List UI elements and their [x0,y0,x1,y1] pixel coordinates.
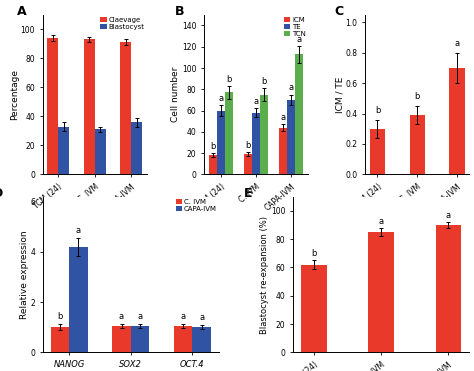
Bar [368,232,394,352]
Text: a: a [181,312,186,321]
Bar [209,155,217,174]
Text: a: a [379,217,383,226]
Text: b: b [375,106,380,115]
Text: a: a [455,39,459,48]
Text: A: A [17,5,26,18]
Bar [279,128,287,174]
Legend: Claevage, Blastocyst: Claevage, Blastocyst [100,16,146,31]
Y-axis label: Blastocyst re-expansion (%): Blastocyst re-expansion (%) [260,216,269,334]
Text: b: b [57,312,63,321]
Text: B: B [175,5,184,18]
Text: a: a [289,83,294,92]
Text: a: a [446,211,451,220]
Text: a: a [254,97,258,106]
Text: b: b [415,92,420,101]
Text: b: b [226,75,232,84]
Bar [84,39,95,174]
Text: a: a [119,312,124,321]
Text: a: a [218,94,223,103]
Text: b: b [210,142,215,151]
Bar [131,122,142,174]
Bar [260,95,268,174]
Bar [112,326,131,352]
Text: b: b [311,249,317,258]
Bar [410,115,425,174]
Bar [295,54,303,174]
Bar [244,154,252,174]
Y-axis label: ICM / TE: ICM / TE [335,76,344,113]
Text: a: a [297,35,302,43]
Text: C: C [334,5,343,18]
Bar [69,247,88,352]
Bar [436,225,461,352]
Text: D: D [0,187,3,200]
Legend: C. IVM, CAPA-IVM: C. IVM, CAPA-IVM [175,198,218,213]
Y-axis label: Cell number: Cell number [172,67,181,122]
Text: b: b [261,77,267,86]
Text: a: a [137,312,143,321]
Bar [370,129,385,174]
Legend: ICM, TE, TCN: ICM, TE, TCN [283,16,307,38]
Bar [95,129,106,174]
Bar [51,327,69,352]
Bar [120,42,131,174]
Text: a: a [199,313,204,322]
Bar [287,100,295,174]
Bar [217,111,225,174]
Text: E: E [244,187,252,200]
Text: a: a [76,226,81,235]
Bar [47,38,58,174]
Bar [192,327,211,352]
Text: a: a [281,113,286,122]
Text: b: b [245,141,251,150]
Bar [131,326,149,352]
Bar [301,265,327,352]
Y-axis label: Relative expression: Relative expression [20,230,29,319]
Bar [449,68,465,174]
Bar [225,92,233,174]
Bar [174,326,192,352]
Bar [252,113,260,174]
Y-axis label: Percentage: Percentage [10,69,19,120]
Bar [58,127,69,174]
